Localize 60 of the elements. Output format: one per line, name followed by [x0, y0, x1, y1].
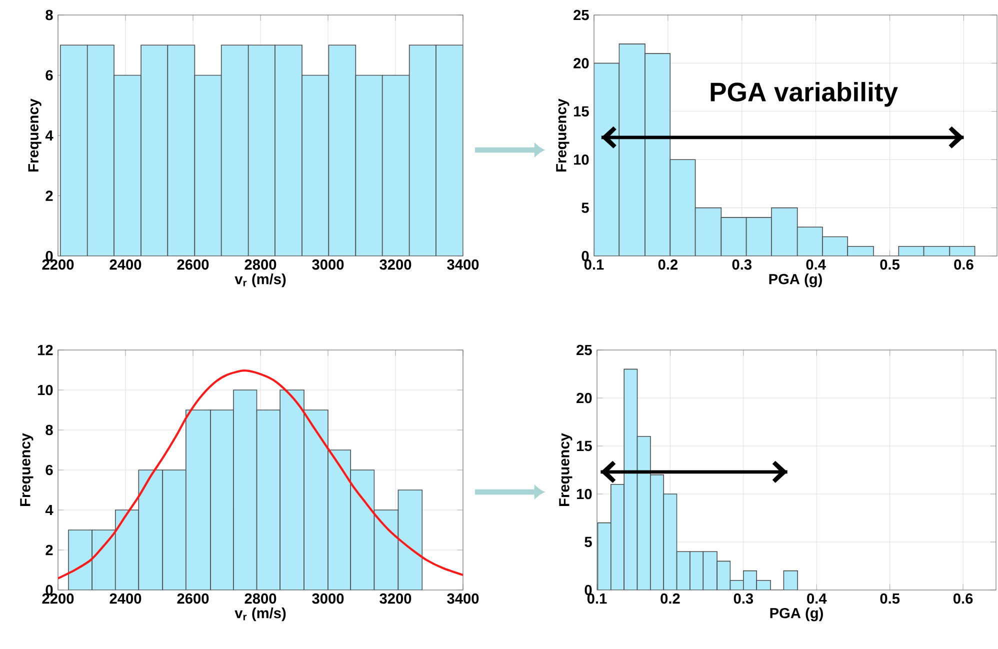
y-axis-title: Frequency	[559, 433, 572, 506]
x-tick-label: 3000	[312, 593, 344, 604]
x-tick-label: 0.1	[587, 593, 607, 604]
y-tick-label: 4	[45, 504, 54, 516]
x-tick-label: 2600	[177, 593, 209, 604]
y-tick-label: 20	[574, 58, 589, 68]
y-axis-title: Frequency	[28, 98, 42, 172]
x-tick-label: 0.2	[658, 259, 678, 270]
y-tick-label: 0	[46, 584, 53, 596]
y-tick-label: 8	[46, 424, 53, 436]
y-tick-label: 15	[574, 106, 589, 116]
x-tick-label: 2200	[42, 259, 74, 270]
y-tick-label: 0	[584, 584, 592, 596]
y-tick-label: 4	[45, 130, 54, 141]
x-tick-label: 3400	[447, 259, 479, 270]
x-tick-label: 2200	[42, 593, 74, 604]
y-tick-label: 0	[46, 250, 53, 262]
x-tick-label: 0.4	[806, 259, 826, 270]
y-axis-title: Frequency	[556, 98, 570, 172]
x-tick-label: 2600	[177, 259, 209, 270]
x-tick-label: 3000	[312, 259, 344, 270]
x-tick-label: 0.6	[954, 259, 974, 270]
y-tick-label: 12	[38, 344, 53, 356]
y-tick-label: 10	[576, 488, 592, 500]
y-tick-label: 25	[576, 344, 592, 356]
x-tick-label: 0.5	[880, 259, 900, 270]
y-tick-label: 5	[582, 202, 589, 213]
x-tick-label: 2800	[244, 259, 276, 270]
x-tick-label: 0.1	[584, 259, 604, 270]
y-tick-label: 10	[574, 154, 589, 165]
y-tick-label: 20	[576, 392, 592, 404]
x-axis-title: PGA (g)	[770, 608, 823, 622]
y-tick-label: 6	[46, 70, 53, 80]
y-tick-label: 25	[574, 10, 589, 20]
x-tick-label: 3400	[447, 593, 479, 604]
y-axis-title: Frequency	[20, 433, 34, 506]
x-axis-title: PGA (g)	[769, 274, 822, 288]
x-tick-label: 0.3	[734, 593, 754, 604]
y-tick-label: 15	[576, 440, 592, 452]
line-series	[58, 370, 463, 580]
y-tick-label: 2	[46, 190, 53, 201]
x-tick-label: 3200	[380, 593, 412, 604]
x-axis-title: v$_{r}$ (m/s)	[234, 274, 286, 288]
y-tick-label: 10	[38, 384, 53, 396]
x-tick-label: 0.4	[807, 593, 827, 604]
x-tick-label: 3200	[380, 259, 412, 270]
y-tick-label: 0	[582, 250, 589, 262]
y-tick-label: 2	[46, 544, 53, 556]
x-axis-title: v$_{r}$ (m/s)	[234, 608, 286, 622]
x-tick-label: 0.5	[880, 593, 900, 604]
x-tick-label: 0.3	[732, 259, 752, 270]
annotation: PGA variability	[710, 82, 898, 107]
x-tick-label: 2400	[110, 259, 142, 270]
x-tick-label: 2400	[110, 593, 142, 604]
y-tick-label: 6	[46, 464, 53, 476]
x-tick-label: 2800	[244, 593, 276, 604]
x-tick-label: 0.6	[953, 593, 973, 604]
y-tick-label: 8	[46, 10, 53, 20]
x-tick-label: 0.2	[660, 593, 680, 604]
y-tick-label: 5	[584, 536, 592, 548]
